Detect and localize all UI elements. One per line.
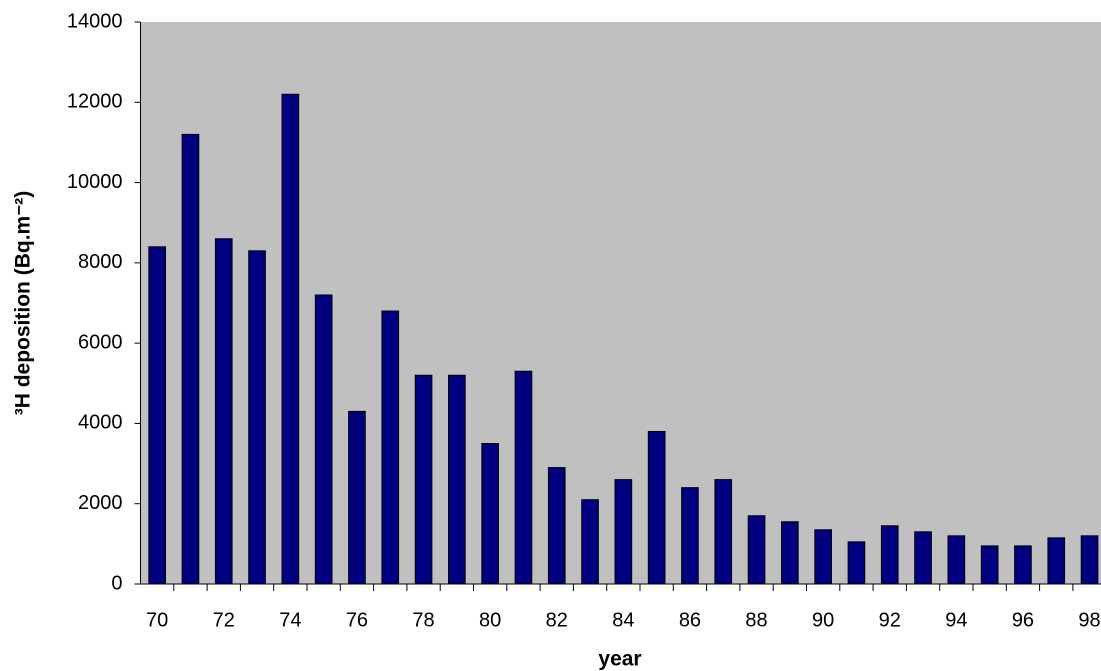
bar [880,525,899,585]
bar [214,238,233,585]
x-tick-label: 90 [812,609,834,631]
x-tick-label: 86 [679,609,701,631]
bar [914,531,932,585]
bar [314,294,333,585]
y-tick-label: 6000 [78,331,123,353]
bar [1047,537,1066,585]
x-tick-label: 80 [479,609,501,631]
x-tick-label: 84 [612,609,634,631]
y-tick-label: 4000 [78,412,123,434]
bar [781,521,799,585]
x-tick-label: 72 [213,609,235,631]
bar [814,529,832,585]
bar [514,370,533,585]
y-tick-label: 14000 [67,10,123,32]
bar [547,467,566,585]
y-tick-label: 2000 [78,492,123,514]
bar [980,545,999,585]
bar [448,374,466,585]
bar [614,479,633,585]
y-tick-label: 8000 [78,251,123,273]
bar [747,515,766,585]
x-axis-title: year [598,648,641,671]
bar [581,499,599,585]
x-tick-label: 94 [945,609,967,631]
x-tick-label: 98 [1078,609,1100,631]
bar [414,374,433,585]
y-axis-title: ³H deposition (Bq.m⁻²) [12,191,35,416]
bar [148,246,166,585]
x-tick-label: 76 [346,609,368,631]
x-tick-label: 82 [546,609,568,631]
x-tick-label: 70 [146,609,168,631]
x-tick-label: 88 [745,609,767,631]
y-tick-label: 0 [111,572,122,594]
bar [481,443,499,585]
x-tick-label: 74 [279,609,301,631]
bar [248,250,266,585]
bar [647,430,666,585]
x-tick-label: 92 [879,609,901,631]
bar [1014,545,1032,585]
y-tick-label: 12000 [67,91,123,113]
bar [348,410,366,585]
bar [181,133,200,585]
bar [947,535,966,585]
x-tick-label: 96 [1012,609,1034,631]
bar [1080,535,1099,585]
bar [681,487,699,585]
y-tick-label: 10000 [67,171,123,193]
bar [847,541,866,585]
x-tick-label: 78 [412,609,434,631]
bar [381,310,400,585]
bar [714,479,733,585]
bar [281,93,300,585]
